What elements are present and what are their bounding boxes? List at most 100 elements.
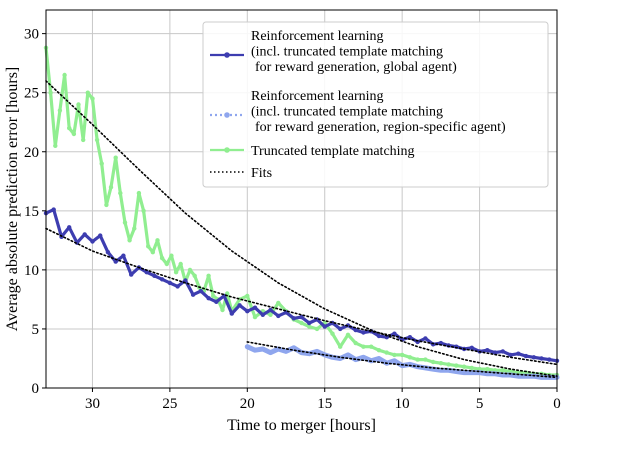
data-point <box>299 314 304 320</box>
data-point <box>291 316 296 321</box>
data-point <box>245 309 250 314</box>
data-point <box>423 336 428 341</box>
data-point <box>307 324 312 329</box>
data-point <box>187 267 193 273</box>
data-point <box>57 108 63 113</box>
data-point <box>268 350 273 355</box>
data-point <box>198 288 203 294</box>
data-point <box>211 293 216 299</box>
data-point <box>376 356 382 361</box>
legend-label: for reward generation, global agent) <box>255 60 457 75</box>
data-point <box>118 190 123 196</box>
data-point <box>252 314 258 320</box>
data-point <box>144 270 149 275</box>
data-point <box>392 331 397 336</box>
data-point <box>415 357 420 362</box>
data-point <box>183 278 188 283</box>
x-axis-label: Time to merger [hours] <box>227 417 376 434</box>
data-point <box>446 362 451 367</box>
data-point <box>105 250 111 255</box>
data-point <box>175 284 180 289</box>
x-tick-label: 10 <box>395 396 410 412</box>
x-tick-label: 5 <box>476 396 484 412</box>
data-point <box>469 345 474 350</box>
y-tick-label: 25 <box>24 86 39 102</box>
legend-marker <box>224 112 230 118</box>
data-point <box>461 370 467 375</box>
data-point <box>469 365 474 371</box>
data-point <box>132 226 137 231</box>
y-axis-label: Average absolute prediction error [hours… <box>4 67 21 331</box>
data-point <box>314 349 320 354</box>
series-group <box>43 45 560 380</box>
legend-box <box>202 21 549 188</box>
data-point <box>369 344 374 349</box>
data-point <box>136 190 142 196</box>
data-point <box>159 277 165 282</box>
data-point <box>260 346 265 352</box>
data-point <box>178 261 183 267</box>
data-point <box>407 355 413 360</box>
data-point <box>438 361 444 366</box>
x-tick-label: 0 <box>553 396 561 412</box>
data-point <box>122 220 128 225</box>
x-tick-label: 30 <box>85 396 100 412</box>
data-point <box>152 273 157 278</box>
data-point <box>129 272 134 277</box>
data-point <box>423 357 428 362</box>
data-point <box>90 96 95 101</box>
data-point <box>338 326 343 332</box>
data-point <box>400 352 405 358</box>
y-tick-label: 5 <box>32 322 40 338</box>
data-point <box>155 238 160 243</box>
data-point <box>345 332 351 337</box>
data-point <box>523 353 529 359</box>
data-point <box>113 259 118 264</box>
data-point <box>338 344 343 349</box>
y-tick-label: 30 <box>24 27 39 43</box>
data-point <box>245 344 250 349</box>
data-point <box>276 300 281 306</box>
data-point <box>159 255 165 261</box>
data-point <box>361 330 366 335</box>
legend-label: Reinforcement learning <box>251 89 384 104</box>
data-point <box>150 250 155 255</box>
data-point <box>314 326 320 332</box>
data-point <box>173 270 179 275</box>
data-point <box>245 293 250 299</box>
x-tick-label: 25 <box>162 396 177 412</box>
y-tick-label: 15 <box>24 204 39 220</box>
data-point <box>500 368 505 373</box>
data-point <box>190 292 196 297</box>
data-point <box>104 202 109 208</box>
legend-marker <box>224 52 230 58</box>
data-point <box>67 225 72 230</box>
data-point <box>67 125 72 131</box>
data-point <box>229 311 234 316</box>
data-point <box>127 238 132 243</box>
legend-label: (incl. truncated template matching <box>251 105 443 120</box>
data-point <box>492 350 498 355</box>
legend-marker <box>224 147 230 153</box>
data-point <box>353 327 358 333</box>
data-point <box>214 299 219 304</box>
data-point <box>98 233 103 238</box>
data-point <box>192 273 197 278</box>
data-point <box>485 348 490 353</box>
data-point <box>539 356 544 361</box>
data-point <box>500 349 505 354</box>
data-point <box>164 261 169 267</box>
legend-label: (incl. truncated template matching <box>251 45 443 60</box>
data-point <box>392 352 397 358</box>
plot-frame <box>45 9 558 389</box>
data-point <box>53 143 58 148</box>
data-point <box>516 351 521 356</box>
data-point <box>108 185 114 190</box>
data-point <box>508 352 513 358</box>
data-point <box>485 366 490 372</box>
data-point <box>169 253 174 258</box>
fit-line-3 <box>246 341 558 379</box>
data-point <box>291 345 296 350</box>
data-point <box>99 161 104 166</box>
data-point <box>461 364 467 369</box>
